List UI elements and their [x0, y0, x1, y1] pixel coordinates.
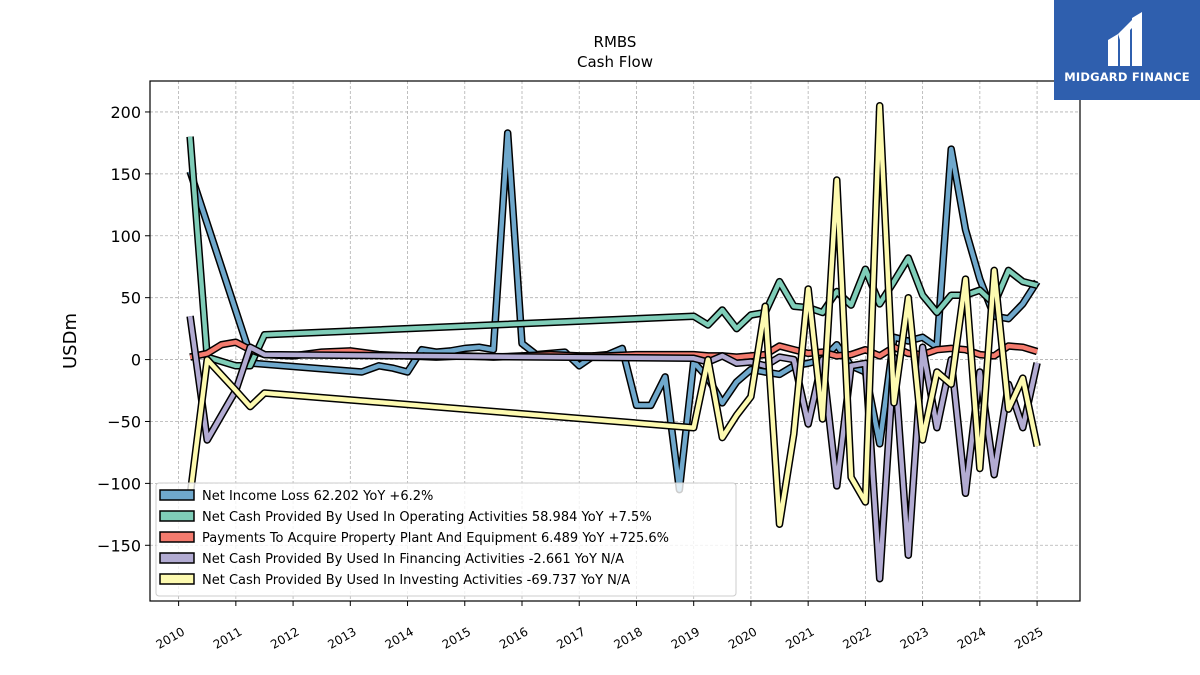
x-tick-label: 2016	[497, 624, 530, 651]
logo-mark-icon	[1108, 12, 1142, 66]
legend-box	[155, 482, 737, 597]
x-tick-label: 2018	[612, 624, 645, 651]
x-tick-label: 2021	[783, 624, 816, 651]
x-tick-label: 2011	[211, 624, 244, 651]
legend-swatch	[159, 552, 195, 564]
legend-swatch	[159, 510, 195, 522]
legend-label: Net Cash Provided By Used In Financing A…	[202, 552, 624, 567]
chart-subtitle: Cash Flow	[577, 53, 653, 71]
x-tick-label: 2013	[325, 624, 358, 651]
x-axis: 2010 2011 2012 2013 2014 2015 2016 2017 2018 2019…	[154, 601, 1046, 652]
x-tick-label: 2023	[898, 624, 931, 651]
legend-label: Net Cash Provided By Used In Investing A…	[202, 573, 630, 588]
y-tick-label: −100	[97, 474, 141, 493]
legend-label: Net Income Loss 62.202 YoY +6.2%	[202, 489, 433, 504]
y-axis: 200 150 100 50 0 −50 −100 −150	[97, 103, 150, 555]
x-tick-label: 2025	[1012, 624, 1045, 651]
x-tick-label: 2010	[154, 624, 187, 651]
x-tick-label: 2020	[726, 624, 759, 651]
chart-title: RMBS	[594, 33, 637, 51]
y-tick-label: −150	[97, 536, 141, 555]
x-tick-label: 2017	[554, 624, 587, 651]
x-tick-label: 2019	[669, 624, 702, 651]
y-tick-label: 50	[121, 289, 141, 308]
legend-label: Net Cash Provided By Used In Operating A…	[202, 510, 652, 525]
plot-frame	[149, 80, 1081, 602]
y-tick-label: 200	[110, 103, 141, 122]
y-tick-label: 100	[110, 227, 141, 246]
y-tick-label: 0	[131, 351, 141, 370]
y-tick-label: −50	[107, 412, 141, 431]
logo-text: MIDGARD FINANCE	[1064, 70, 1190, 84]
series-line	[187, 103, 1040, 527]
legend-swatch	[159, 489, 195, 501]
series-layer	[186, 102, 1041, 583]
x-tick-label: 2012	[268, 624, 301, 651]
x-tick-label: 2024	[955, 624, 988, 651]
legend-label: Payments To Acquire Property Plant And E…	[202, 531, 669, 546]
x-tick-label: 2015	[440, 624, 473, 651]
x-tick-label: 2014	[383, 624, 416, 651]
y-tick-label: 150	[110, 165, 141, 184]
y-axis-label: USDm	[60, 313, 81, 369]
legend-swatch	[159, 573, 195, 585]
series-line	[187, 315, 1040, 581]
midgard-finance-logo: MIDGARD FINANCE	[1054, 0, 1200, 100]
x-tick-label: 2022	[840, 624, 873, 651]
legend-swatch	[159, 531, 195, 543]
legend: Net Income Loss 62.202 YoY +6.2% Net Cash…	[155, 482, 737, 597]
